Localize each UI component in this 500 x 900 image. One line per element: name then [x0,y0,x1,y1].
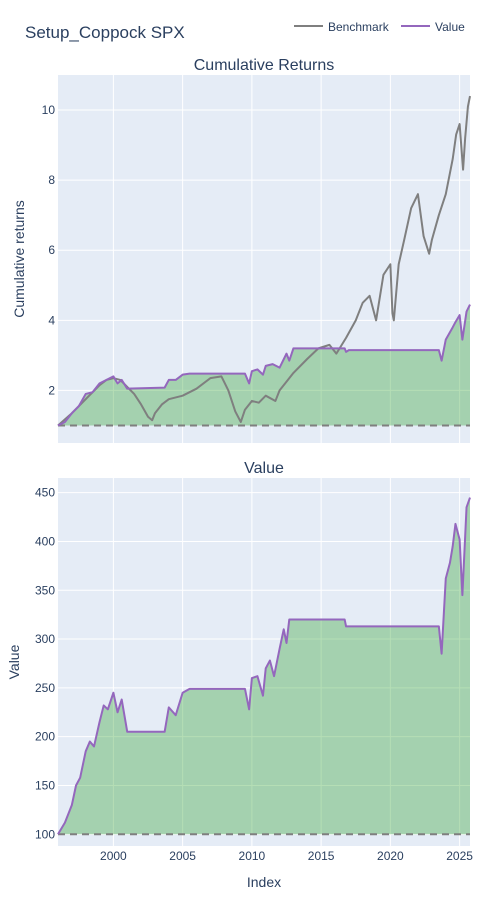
y-tick-label: 200 [35,730,55,744]
x-tick-label: 2020 [377,849,404,863]
figure-title: Setup_Coppock SPX [25,23,185,42]
plot-area-2[interactable] [58,478,470,846]
legend-label-value: Value [435,20,465,34]
cumulative-returns-panel: Cumulative Returns 2 4 6 8 10 Cumulative ret… [11,57,471,443]
x-ticks: 2000 2005 2010 2015 2020 2025 [100,849,473,863]
benchmark-line[interactable] [57,95,471,427]
legend-label-benchmark: Benchmark [328,20,390,34]
x-tick-label: 2015 [308,849,335,863]
y-tick-label: 10 [42,103,56,117]
y-tick-label: 450 [35,486,55,500]
y-tick-label: 300 [35,632,55,646]
y-tick-label: 4 [48,313,55,327]
value-line[interactable] [57,497,471,835]
series-lines-1 [57,95,471,427]
y-tick-label: 400 [35,534,55,548]
value-fill-area [58,304,470,426]
legend-item-benchmark[interactable]: Benchmark [294,20,390,34]
x-tick-label: 2010 [239,849,266,863]
value-area-2 [58,497,470,835]
series-lines-2 [57,497,471,835]
y-tick-label: 6 [48,243,55,257]
y-ticks-2: 100 150 200 250 300 350 400 450 [35,486,55,842]
y-tick-label: 8 [48,173,55,187]
value-fill-area [58,497,470,835]
y-axis-title-2: Value [6,644,22,679]
y-tick-label: 100 [35,827,55,841]
y-tick-label: 150 [35,778,55,792]
y-tick-label: 250 [35,681,55,695]
legend[interactable]: Benchmark Value [294,20,465,34]
y-tick-label: 2 [48,383,55,397]
value-line[interactable] [57,304,471,427]
legend-item-value[interactable]: Value [401,20,465,34]
value-area-1 [58,304,470,426]
x-tick-label: 2000 [100,849,127,863]
value-panel-title: Value [244,460,284,477]
x-tick-label: 2005 [169,849,196,863]
cumulative-returns-title: Cumulative Returns [194,57,335,74]
plot-area-1[interactable] [58,75,470,443]
y-axis-title-1: Cumulative returns [11,200,27,318]
x-tick-label: 2025 [446,849,473,863]
y-ticks-1: 2 4 6 8 10 [42,103,56,397]
y-tick-label: 350 [35,583,55,597]
x-axis-title: Index [247,874,281,890]
